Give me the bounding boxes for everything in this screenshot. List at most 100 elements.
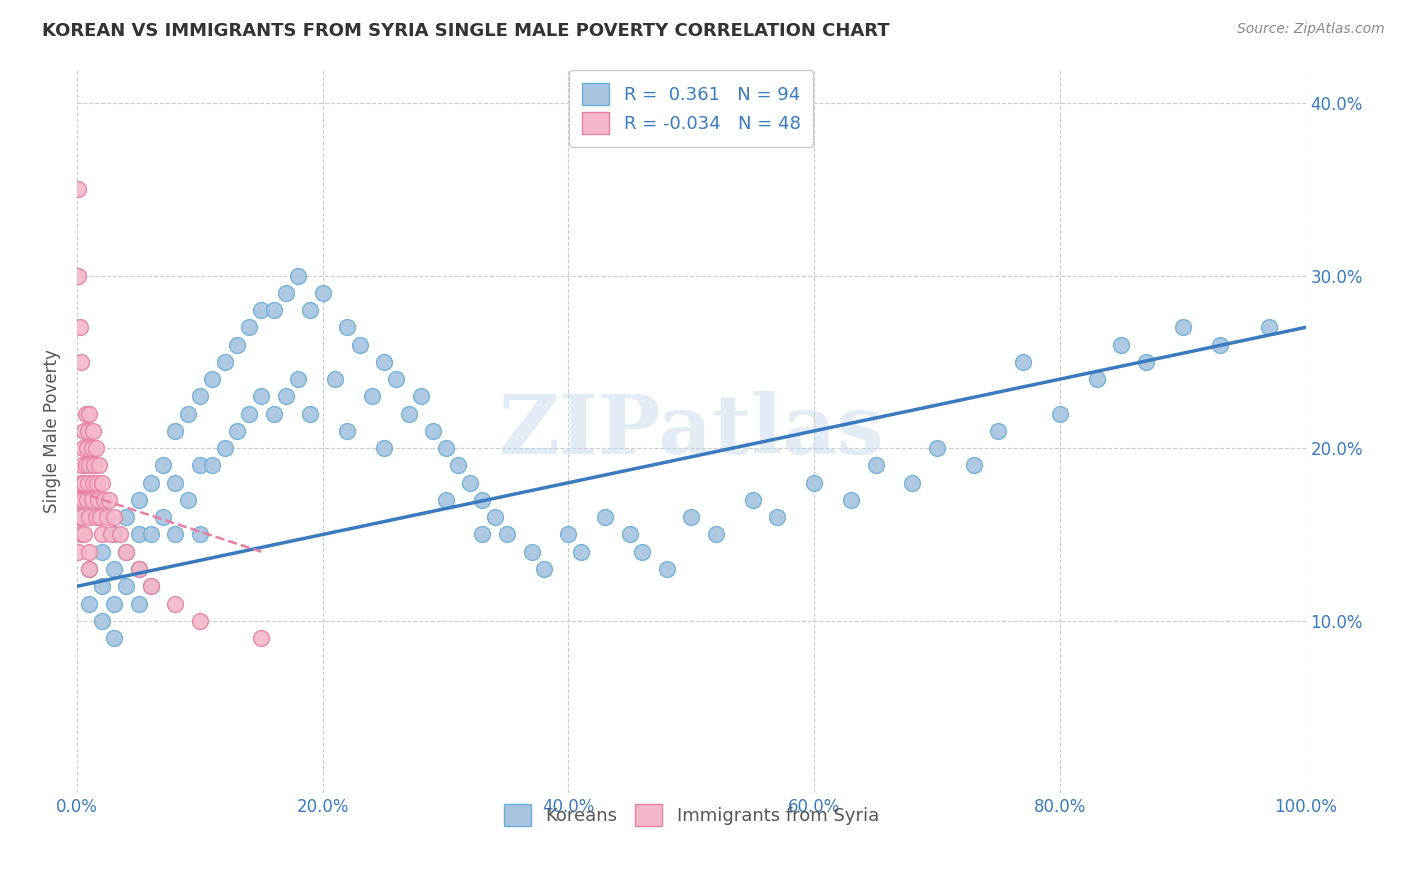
Point [336,320,359,334]
Point [67,182,90,196]
Point [681,510,703,524]
Point [128,492,150,507]
Point [188,614,211,628]
Point [250,303,273,318]
Point [82,424,104,438]
Point [128,597,150,611]
Point [595,510,617,524]
Point [287,268,309,283]
Point [69,527,91,541]
Point [70,458,93,473]
Point [520,545,543,559]
Point [77,424,100,438]
Point [458,475,481,490]
Point [72,492,94,507]
Point [115,545,138,559]
Point [1208,337,1230,351]
Point [79,510,101,524]
Point [987,424,1010,438]
Point [79,458,101,473]
Point [73,475,96,490]
Point [373,441,395,455]
Point [82,475,104,490]
Point [108,527,131,541]
Point [90,614,112,628]
Point [139,579,162,593]
Point [128,562,150,576]
Point [1109,337,1132,351]
Y-axis label: Single Male Poverty: Single Male Poverty [44,349,60,513]
Point [1257,320,1279,334]
Point [115,579,138,593]
Legend: Koreans, Immigrants from Syria: Koreans, Immigrants from Syria [495,795,889,835]
Point [274,285,297,300]
Point [201,372,224,386]
Point [963,458,986,473]
Point [115,510,138,524]
Text: Source: ZipAtlas.com: Source: ZipAtlas.com [1237,22,1385,37]
Point [238,320,260,334]
Point [803,475,825,490]
Point [90,545,112,559]
Point [67,545,90,559]
Point [434,492,457,507]
Point [70,510,93,524]
Point [766,510,789,524]
Point [79,407,101,421]
Point [1085,372,1108,386]
Point [201,458,224,473]
Point [165,527,187,541]
Point [925,441,948,455]
Point [323,372,346,386]
Point [631,545,654,559]
Point [865,458,887,473]
Point [67,268,90,283]
Point [73,527,96,541]
Point [79,562,101,576]
Point [704,527,727,541]
Point [1012,355,1035,369]
Point [76,492,98,507]
Point [741,492,763,507]
Point [484,510,506,524]
Point [422,424,444,438]
Text: KOREAN VS IMMIGRANTS FROM SYRIA SINGLE MALE POVERTY CORRELATION CHART: KOREAN VS IMMIGRANTS FROM SYRIA SINGLE M… [42,22,890,40]
Point [76,441,98,455]
Point [312,285,335,300]
Point [72,441,94,455]
Point [349,337,371,351]
Point [557,527,579,541]
Point [373,355,395,369]
Point [409,389,432,403]
Point [69,475,91,490]
Point [80,441,103,455]
Point [69,355,91,369]
Point [103,510,125,524]
Point [96,510,118,524]
Point [839,492,862,507]
Point [89,458,111,473]
Point [263,407,285,421]
Point [90,527,112,541]
Point [139,527,162,541]
Point [128,527,150,541]
Point [471,527,494,541]
Point [103,631,125,645]
Point [447,458,470,473]
Point [128,562,150,576]
Point [1049,407,1071,421]
Point [533,562,555,576]
Point [1171,320,1194,334]
Point [225,337,247,351]
Point [250,389,273,403]
Point [84,441,107,455]
Point [139,579,162,593]
Text: ZIPatlas: ZIPatlas [499,391,884,471]
Point [103,527,125,541]
Point [80,492,103,507]
Point [73,424,96,438]
Point [115,545,138,559]
Point [77,475,100,490]
Point [90,475,112,490]
Point [152,510,174,524]
